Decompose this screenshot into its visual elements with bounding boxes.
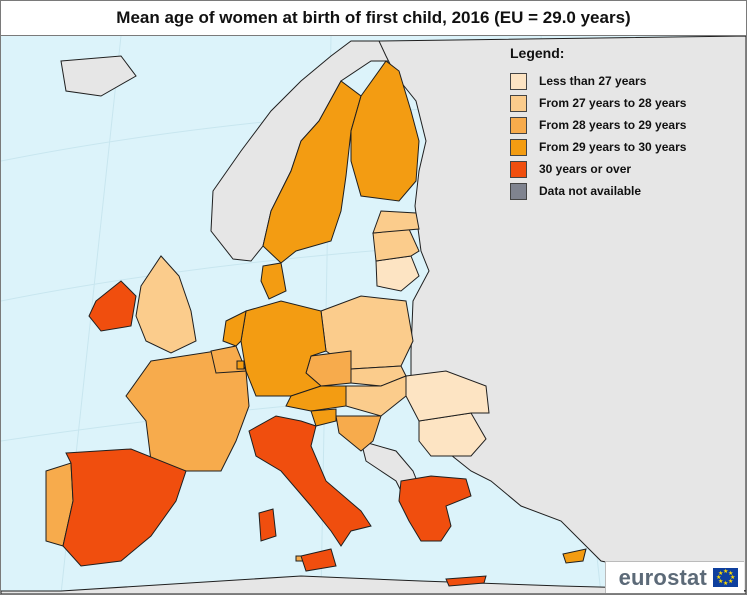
- logo-text: eurostat: [618, 564, 707, 590]
- country-luxembourg: [236, 360, 245, 370]
- eu-countries: [45, 60, 587, 587]
- legend-item: Less than 27 years: [510, 70, 742, 92]
- country-finland: [350, 60, 420, 202]
- choropleth-map: [1, 36, 746, 594]
- map-legend: Legend: Less than 27 years From 27 years…: [510, 45, 742, 202]
- legend-item: 30 years or over: [510, 158, 742, 180]
- country-austria: [285, 385, 347, 412]
- legend-label: From 27 years to 28 years: [539, 96, 687, 110]
- legend-swatch: [510, 94, 527, 112]
- country-slovenia: [310, 408, 337, 427]
- map-title: Mean age of women at birth of first chil…: [1, 1, 746, 36]
- country-spain: [62, 448, 187, 567]
- eurostat-logo: eurostat ★ ★ ★ ★ ★ ★ ★ ★: [605, 561, 744, 593]
- country-estonia: [372, 210, 420, 234]
- legend-swatch: [510, 72, 527, 90]
- country-germany: [240, 300, 327, 397]
- legend-label: 30 years or over: [539, 162, 632, 176]
- legend-label: From 28 years to 29 years: [539, 118, 687, 132]
- map-area: [1, 36, 746, 594]
- legend-label: Data not available: [539, 184, 642, 198]
- country-ireland: [88, 280, 137, 332]
- country-netherlands: [222, 310, 247, 347]
- legend-item: From 28 years to 29 years: [510, 114, 742, 136]
- legend-title: Legend:: [510, 45, 565, 61]
- country-denmark: [260, 262, 287, 300]
- legend-label: From 29 years to 30 years: [539, 140, 687, 154]
- legend-swatch: [510, 182, 527, 200]
- legend-item: From 27 years to 28 years: [510, 92, 742, 114]
- country-uk: [135, 255, 197, 354]
- land-iceland: [60, 55, 137, 97]
- legend-swatch: [510, 160, 527, 178]
- legend-item: From 29 years to 30 years: [510, 136, 742, 158]
- country-greece: [398, 475, 472, 542]
- legend-item: Data not available: [510, 180, 742, 202]
- country-croatia: [335, 415, 382, 452]
- country-italy-sicily: [300, 548, 337, 572]
- eu-flag-icon: ★ ★ ★ ★ ★ ★ ★ ★: [713, 568, 738, 587]
- country-cyprus: [562, 548, 587, 564]
- legend-swatch: [510, 116, 527, 134]
- country-italy-sardinia: [258, 508, 277, 542]
- country-romania: [405, 370, 490, 422]
- land-africa: [1, 575, 746, 594]
- country-greece-crete: [445, 575, 487, 587]
- legend-swatch: [510, 138, 527, 156]
- legend-label: Less than 27 years: [539, 74, 647, 88]
- country-italy: [248, 415, 372, 547]
